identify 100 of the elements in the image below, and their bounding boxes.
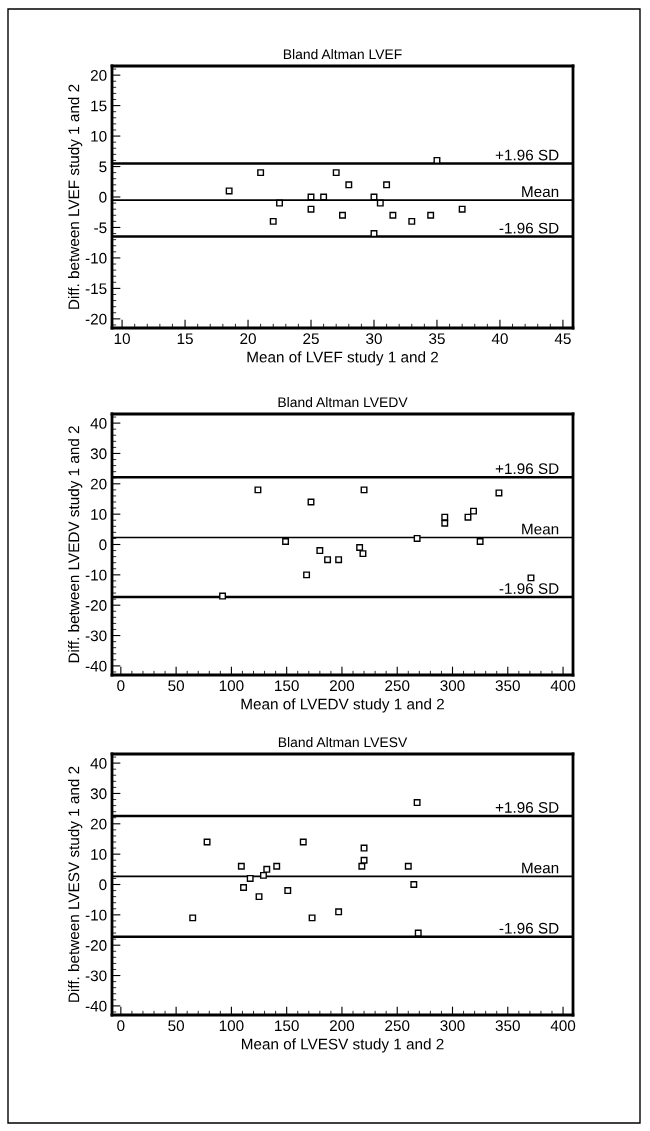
x-tick-label: 20 (240, 333, 256, 345)
point (237, 862, 245, 870)
y-tick-label: 15 (91, 100, 107, 112)
y-tick-label: 5 (99, 161, 107, 173)
y-tick-label: 40 (90, 757, 107, 769)
x-tick-label: 45 (554, 333, 571, 345)
ref-line-label: +1.96 SD (495, 802, 559, 813)
y-tick-label: -30 (85, 970, 107, 982)
ref-line-label: +1.96 SD (495, 149, 559, 161)
ref-line-label: +1.96 SD (495, 463, 559, 475)
y-tick-label: 20 (90, 818, 107, 830)
point (470, 507, 477, 515)
point (332, 169, 340, 177)
x-tick-label: 15 (177, 333, 193, 345)
point (408, 217, 416, 225)
point (339, 211, 346, 219)
x-axis-title: Mean of LVESV study 1 and 2 (241, 1038, 444, 1053)
point (307, 205, 315, 213)
point (299, 838, 307, 846)
y-tick-label: 30 (90, 788, 107, 800)
x-tick-label: 50 (168, 1020, 185, 1032)
x-tick-label: 200 (329, 680, 355, 692)
point (203, 838, 211, 846)
point (308, 914, 316, 922)
y-tick-label: 10 (91, 849, 107, 860)
y-tick-label: 0 (99, 191, 107, 203)
y-tick-label: -15 (85, 283, 107, 295)
point (273, 862, 281, 870)
point (320, 193, 328, 201)
point (404, 862, 412, 870)
point (189, 914, 197, 922)
y-tick-label: 20 (90, 478, 107, 490)
chart-title: Bland Altman LVESV (278, 736, 408, 748)
point (219, 592, 227, 600)
point (324, 556, 332, 564)
point (413, 534, 421, 542)
point (414, 929, 422, 937)
point (240, 884, 248, 892)
x-tick-label: 10 (114, 333, 130, 345)
point (441, 513, 449, 521)
point (345, 181, 353, 189)
x-tick-label: 400 (550, 680, 576, 692)
ref-line-label: Mean (522, 186, 559, 198)
x-tick-label: 350 (495, 680, 520, 692)
point (410, 881, 418, 888)
point (383, 181, 391, 189)
point (269, 217, 277, 225)
y-tick-label: 40 (90, 417, 107, 429)
point (476, 537, 484, 545)
point (358, 862, 366, 870)
point (276, 199, 283, 207)
y-tick-label: -40 (85, 660, 107, 672)
point (246, 874, 254, 882)
point (303, 571, 311, 579)
x-tick-label: 350 (495, 1020, 520, 1032)
x-tick-label: 150 (275, 680, 299, 692)
x-tick-label: 100 (219, 680, 244, 692)
point (427, 211, 435, 219)
y-axis-title: Diff. between LVEF study 1 and 2 (68, 84, 83, 309)
ref-line-label: Mean (522, 862, 559, 874)
point (356, 544, 364, 552)
point (376, 199, 384, 207)
point (335, 908, 343, 916)
ref-line-label: -1.96 SD (499, 922, 559, 934)
x-tick-label: 25 (303, 333, 319, 345)
y-tick-label: 30 (90, 448, 107, 460)
y-tick-label: 10 (91, 509, 107, 520)
y-axis-title: Diff. between LVESV study 1 and 2 (68, 766, 83, 1002)
point (282, 537, 290, 545)
x-tick-label: 40 (491, 333, 508, 345)
ref-line-label: -1.96 SD (499, 583, 559, 594)
y-tick-label: 20 (90, 70, 107, 81)
x-axis-title: Mean of LVEDV study 1 and 2 (241, 698, 444, 713)
y-tick-label: 0 (99, 539, 107, 551)
point (225, 187, 233, 195)
point (259, 871, 267, 879)
y-axis-title: Diff. between LVEDV study 1 and 2 (68, 426, 83, 663)
x-tick-label: 300 (440, 1020, 465, 1032)
point (255, 893, 263, 901)
y-tick-label: -10 (85, 252, 107, 264)
x-axis-title: Mean of LVEF study 1 and 2 (247, 351, 438, 366)
point (257, 169, 265, 177)
point (335, 556, 343, 564)
y-tick-label: 10 (91, 130, 107, 142)
point (316, 547, 324, 555)
y-tick-label: -10 (85, 909, 107, 921)
x-tick-label: 0 (117, 680, 125, 692)
chart-title: Bland Altman LVEF (283, 48, 402, 60)
point (389, 211, 397, 219)
y-tick-label: -10 (85, 569, 107, 581)
x-tick-label: 400 (550, 1020, 576, 1032)
point (413, 799, 421, 807)
x-tick-label: 250 (385, 1020, 410, 1032)
ref-line-label: -1.96 SD (499, 222, 559, 234)
y-tick-label: -20 (85, 313, 107, 325)
point (495, 489, 503, 497)
y-tick-label: -30 (85, 630, 107, 642)
y-tick-label: -20 (85, 600, 107, 611)
point (458, 205, 466, 213)
point (360, 844, 368, 852)
